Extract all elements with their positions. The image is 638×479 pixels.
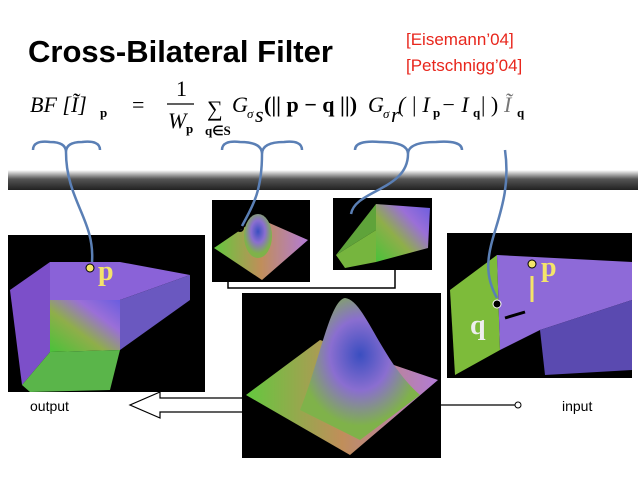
formula-guide: Ĩ: [503, 92, 514, 117]
spatial-kernel-image: [212, 200, 310, 282]
formula-arg: | ): [481, 92, 498, 117]
formula-arg: (|| p − q ||): [264, 92, 357, 117]
formula-numerator: 1: [176, 76, 187, 101]
formula-sub: p: [100, 105, 107, 120]
formula-sub: q: [473, 105, 481, 120]
formula-sub: p: [186, 121, 193, 136]
formula-sub: r: [391, 102, 400, 127]
formula: BF [Ĩ] p = 1 W p ∑ q∈S G σ s (|| p − q |…: [30, 76, 525, 138]
formula-sub: σ: [247, 106, 254, 121]
annotation-curves: [31, 140, 508, 299]
formula-kernel: G: [232, 92, 248, 117]
output-arrow: [128, 391, 242, 419]
reference: [Eisemann’04]: [406, 30, 514, 49]
formula-equals: =: [132, 92, 144, 117]
combined-kernel-image: [242, 293, 441, 458]
formula-denominator: W: [168, 108, 188, 133]
formula-sub: s: [255, 102, 264, 127]
input-line-end: [514, 401, 522, 409]
formula-sum: ∑: [207, 96, 223, 121]
output-image: [8, 235, 205, 392]
image-label: p: [98, 256, 114, 287]
formula-arg: ( | I: [398, 92, 431, 117]
divider-bar: [8, 170, 638, 190]
formula-sub: q: [517, 105, 525, 120]
input-image: [447, 233, 632, 378]
input-label: input: [562, 398, 592, 414]
formula-lhs: BF [Ĩ]: [30, 92, 87, 117]
formula-kernel: G: [368, 92, 384, 117]
output-label: output: [30, 398, 69, 414]
title: Cross-Bilateral Filter: [28, 34, 333, 69]
reference: [Petschnigg’04]: [406, 56, 522, 75]
formula-sub: σ: [383, 106, 390, 121]
image-label: q: [470, 310, 486, 341]
range-kernel-image: [333, 198, 432, 270]
formula-arg: − I: [441, 92, 470, 117]
connector: [227, 270, 396, 289]
formula-sub: p: [433, 105, 440, 120]
formula-sub: q∈S: [205, 123, 231, 138]
image-label: p: [541, 252, 557, 283]
